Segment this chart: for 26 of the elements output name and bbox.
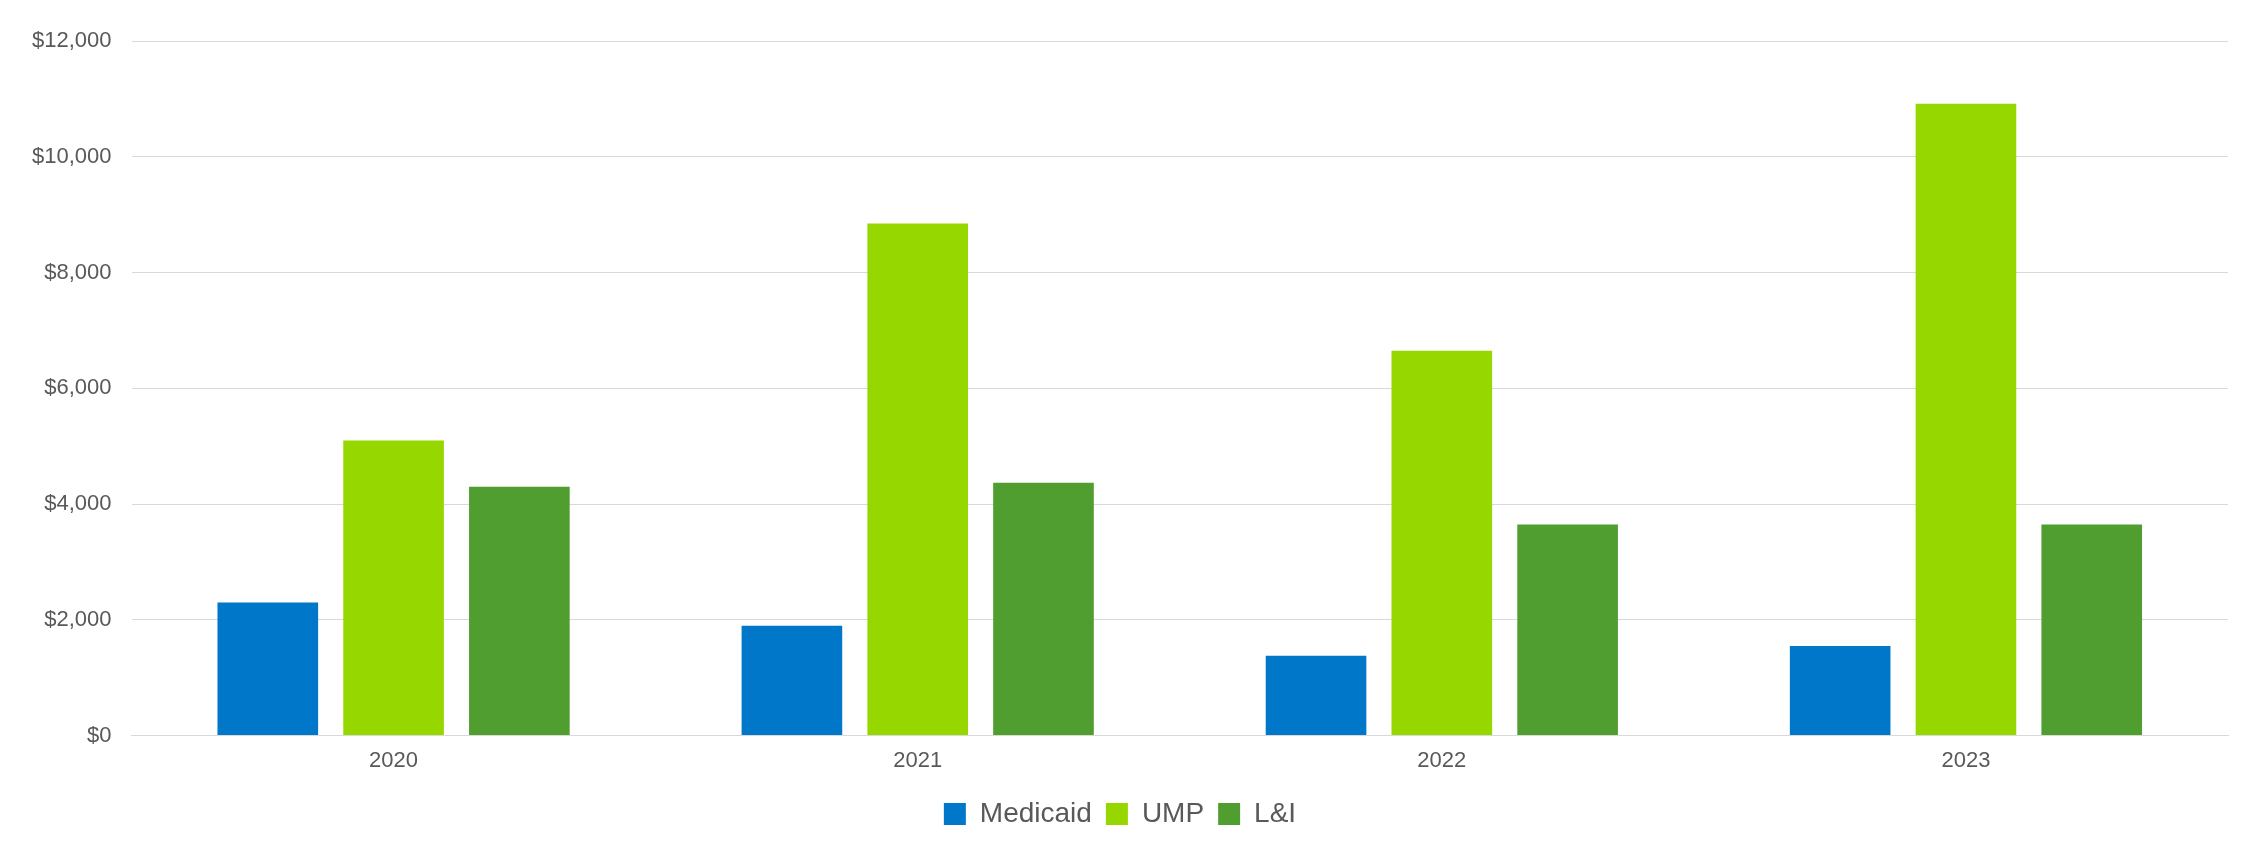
bar bbox=[741, 625, 843, 736]
legend-label: Medicaid bbox=[979, 796, 1092, 828]
bar bbox=[1789, 645, 1891, 736]
bar bbox=[2041, 524, 2143, 736]
x-tick-label: 2020 bbox=[369, 746, 419, 772]
y-tick-label: $4,000 bbox=[44, 490, 112, 516]
x-tick-label: 2022 bbox=[1417, 746, 1467, 772]
y-tick-label: $2,000 bbox=[44, 605, 112, 631]
x-tick-label: 2023 bbox=[1941, 746, 1991, 772]
y-tick-label: $8,000 bbox=[44, 258, 112, 284]
y-tick-label: $0 bbox=[87, 721, 112, 747]
y-tick-label: $10,000 bbox=[31, 143, 112, 168]
bar bbox=[993, 482, 1094, 736]
bar bbox=[343, 440, 444, 736]
bar bbox=[469, 486, 570, 736]
bar bbox=[1517, 524, 1618, 736]
bar bbox=[867, 223, 969, 736]
bar bbox=[1265, 655, 1367, 736]
bar bbox=[1391, 350, 1493, 736]
x-tick-label: 2021 bbox=[893, 746, 943, 772]
y-tick-label: $12,000 bbox=[31, 27, 112, 53]
y-tick-label: $6,000 bbox=[44, 374, 112, 400]
legend-label: UMP bbox=[1141, 796, 1205, 828]
legend-label: L&I bbox=[1254, 796, 1297, 828]
bar bbox=[217, 602, 319, 736]
bar bbox=[1915, 103, 2017, 736]
